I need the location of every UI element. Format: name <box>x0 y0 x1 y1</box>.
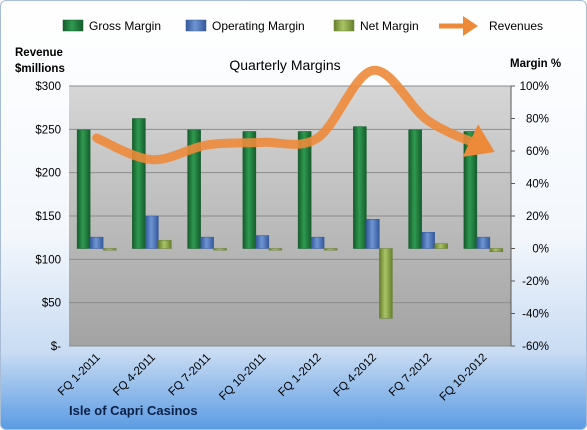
bar-gross-margin-fq-7-2012 <box>408 129 422 249</box>
bar-operating-margin-fq-1-2012 <box>310 236 325 249</box>
left-axis-ticks: $300 $250 $200 $150 $100 $50 $- <box>35 81 61 353</box>
company-name: Isle of Capri Casinos <box>69 403 198 418</box>
legend-label-revenues: Revenues <box>489 19 543 33</box>
x-tick-label: FQ 1-2012 <box>276 352 323 399</box>
bar-operating-margin-fq-10-2012 <box>476 236 491 249</box>
bar-gross-margin-fq-10-2012 <box>463 131 478 249</box>
legend-label-gross-margin: Gross Margin <box>89 19 161 33</box>
bar-operating-margin-fq-7-2012 <box>421 232 435 249</box>
right-tick-label: 0% <box>532 244 549 256</box>
right-axis-ticks: 100% 80% 60% 40% 20% 0% -20% -40% -60% <box>510 81 549 353</box>
bar-gross-margin-fq-7-2011 <box>187 129 201 249</box>
x-tick-label: FQ 4-2011 <box>111 352 158 399</box>
chart-title: Quarterly Margins <box>229 57 340 73</box>
left-tick-label: $- <box>51 341 61 353</box>
left-axis-title-line1: Revenue <box>15 47 63 59</box>
x-tick-label: FQ 7-2012 <box>387 352 434 399</box>
left-tick-label: $100 <box>35 254 61 266</box>
x-tick-label: FQ 10-2012 <box>438 352 490 404</box>
right-axis-title: Margin % <box>510 58 561 70</box>
bar-gross-margin-fq-4-2011 <box>132 118 146 249</box>
right-tick-label: 80% <box>526 114 549 126</box>
x-tick-label: FQ 1-2011 <box>56 352 103 399</box>
left-tick-label: $250 <box>35 124 61 136</box>
right-tick-label: 20% <box>526 211 549 223</box>
right-tick-label: -60% <box>522 341 549 353</box>
right-tick-label: -40% <box>522 309 549 321</box>
bar-operating-margin-fq-4-2012 <box>366 219 380 249</box>
bar-operating-margin-fq-10-2011 <box>255 235 270 249</box>
left-tick-label: $200 <box>35 168 61 180</box>
bar-operating-margin-fq-7-2011 <box>200 236 214 249</box>
bar-gross-margin-fq-4-2012 <box>353 126 367 249</box>
bar-net-margin-fq-10-2012 <box>489 248 504 252</box>
x-tick-label: FQ 7-2011 <box>166 352 213 399</box>
bar-gross-margin-fq-10-2011 <box>242 131 257 249</box>
right-tick-label: 100% <box>520 81 549 93</box>
x-tick-label: FQ 4-2012 <box>332 352 379 399</box>
left-tick-label: $50 <box>42 298 61 310</box>
legend-swatch-net-margin <box>333 19 355 32</box>
left-axis-title-line2: $millions <box>15 63 65 75</box>
bar-net-margin-fq-4-2012 <box>379 248 393 319</box>
bars <box>76 118 504 319</box>
bar-net-margin-fq-4-2011 <box>158 240 172 249</box>
bar-operating-margin-fq-1-2011 <box>89 236 104 249</box>
legend: Gross Margin Operating Margin Net Margin… <box>62 16 543 36</box>
bar-net-margin-fq-10-2011 <box>268 248 283 251</box>
legend-label-operating-margin: Operating Margin <box>212 19 305 33</box>
bar-operating-margin-fq-4-2011 <box>145 215 159 249</box>
right-tick-label: 60% <box>526 146 549 158</box>
legend-swatch-operating-margin <box>185 19 207 32</box>
right-tick-label: -20% <box>522 276 549 288</box>
x-tick-label: FQ 10-2011 <box>217 352 268 403</box>
legend-label-net-margin: Net Margin <box>360 19 419 33</box>
left-tick-label: $300 <box>35 81 61 93</box>
bar-gross-margin-fq-1-2012 <box>297 131 312 249</box>
left-tick-label: $150 <box>35 211 61 223</box>
bar-net-margin-fq-7-2011 <box>213 248 227 251</box>
right-tick-label: 40% <box>526 179 549 191</box>
revenue-line-path <box>92 65 495 165</box>
legend-swatch-gross-margin <box>62 19 84 32</box>
bar-net-margin-fq-1-2011 <box>102 248 117 251</box>
revenue-line <box>92 65 495 165</box>
bar-net-margin-fq-7-2012 <box>434 243 448 249</box>
x-axis-ticks: FQ 1-2011 FQ 4-2011 FQ 7-2011 FQ 10-2011 FQ … <box>56 352 490 404</box>
bar-gross-margin-fq-1-2011 <box>76 129 91 249</box>
bar-net-margin-fq-1-2012 <box>323 248 338 251</box>
